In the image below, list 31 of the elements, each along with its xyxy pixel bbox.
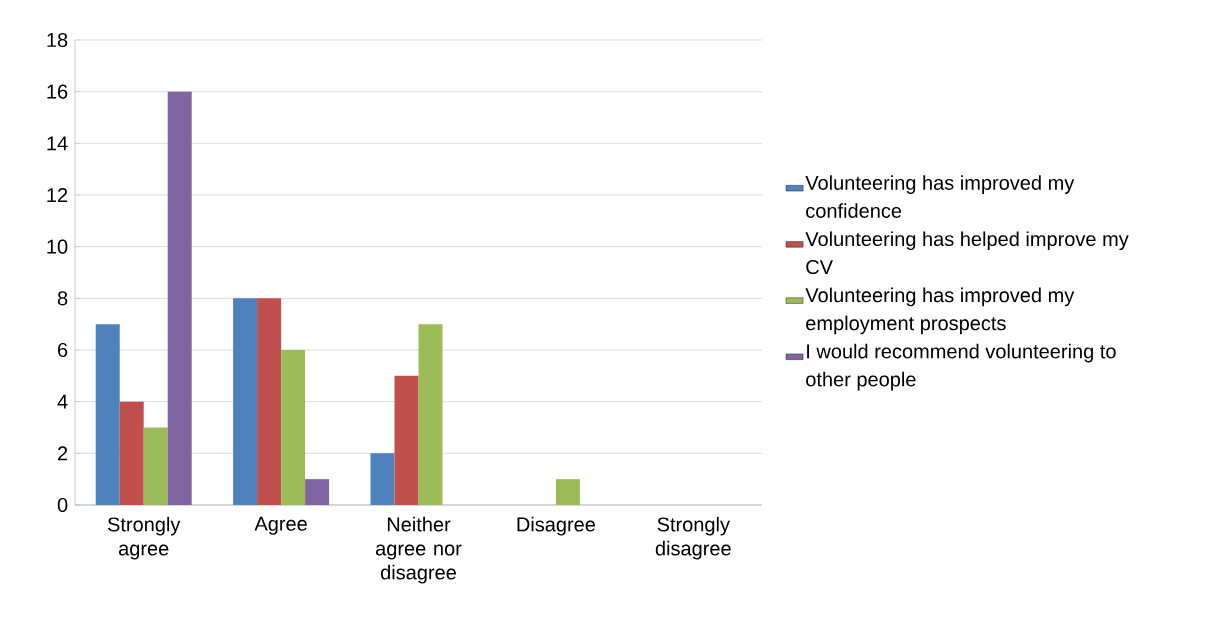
x-tick-label: Strongly agree <box>107 516 181 560</box>
y-tick-label: 4 <box>57 394 68 409</box>
x-tick-label: Strongly disagree <box>655 516 731 560</box>
x-tick-label: Neither agree nor disagree <box>375 516 462 584</box>
legend-label: Volunteering has improved my confidence <box>805 175 1075 218</box>
y-tick-label: 18 <box>47 32 68 48</box>
bar <box>233 298 258 505</box>
bar <box>305 479 330 505</box>
legend-label: Volunteering has helped improve my CV <box>805 231 1129 275</box>
bar <box>119 401 144 505</box>
y-tick-label: 2 <box>58 446 68 461</box>
legend-label: Volunteering has improved my employment prospects <box>805 287 1075 335</box>
bar <box>143 427 168 505</box>
bar <box>394 375 419 505</box>
y-tick-label: 10 <box>47 239 68 254</box>
y-tick-label: 6 <box>58 342 68 358</box>
y-tick-label: 0 <box>57 497 68 513</box>
bar <box>281 349 306 505</box>
x-tick-label: Agree <box>254 516 307 535</box>
bar <box>167 91 192 505</box>
bar <box>555 479 580 505</box>
bar <box>418 324 443 505</box>
y-tick-label: 14 <box>47 136 68 151</box>
bar <box>95 324 120 505</box>
bar <box>257 298 282 505</box>
y-tick-label: 8 <box>57 291 68 306</box>
y-tick-label: 12 <box>47 188 68 202</box>
x-tick-label: Disagree <box>517 516 596 536</box>
y-tick-label: 16 <box>47 84 68 99</box>
bar <box>370 453 395 505</box>
legend-label: I would recommend volunteering to other people <box>806 343 1116 391</box>
